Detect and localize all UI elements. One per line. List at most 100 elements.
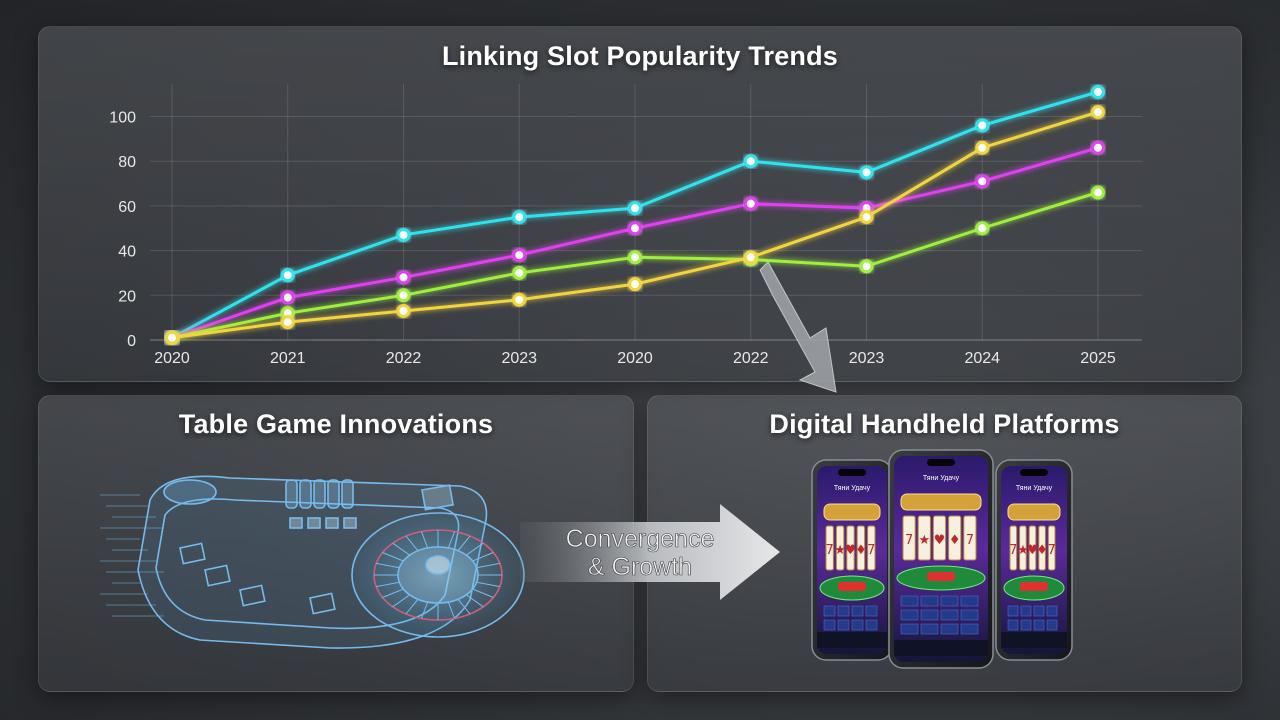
roulette-divider (476, 581, 500, 588)
x-tick-label: 2022 (733, 350, 769, 367)
reel-symbol: 7 (867, 543, 875, 558)
reel-symbol: ♦ (949, 533, 961, 548)
bet-cell (1020, 605, 1032, 617)
roulette-divider (376, 562, 400, 569)
data-point (859, 165, 874, 180)
betting-box (179, 542, 206, 565)
roulette-divider (420, 601, 429, 619)
phone-center: Тяни Удачу 7 ★ ♥ ♦ 7 (888, 449, 994, 669)
chip-stack (341, 479, 354, 509)
data-point (512, 248, 527, 263)
data-point (628, 250, 642, 265)
reel-symbol: ★ (918, 533, 930, 548)
data-point (1091, 185, 1105, 200)
phone-notch (838, 469, 866, 476)
bet-cell (837, 619, 850, 631)
chip-stack (313, 479, 326, 509)
spin-button (927, 572, 955, 581)
slot-reel (902, 515, 916, 561)
bet-cell (1046, 619, 1058, 631)
data-point (628, 201, 642, 216)
reel-symbol: ★ (834, 543, 846, 558)
card-slot (289, 517, 303, 529)
y-tick-label: 20 (118, 288, 136, 305)
bet-cell (940, 609, 959, 621)
spin-button (838, 582, 866, 591)
y-tick-label: 60 (118, 199, 136, 216)
convergence-label-line2: & Growth (588, 553, 692, 581)
screen-caption: Тяни Удачу (923, 475, 960, 482)
roulette-divider (457, 535, 471, 552)
bet-cell (940, 595, 959, 607)
data-point (396, 288, 411, 303)
table-game-title: Table Game Innovations (178, 409, 494, 439)
slot-reel (825, 525, 834, 571)
roulette-divider (392, 542, 411, 556)
reel-symbol: ★ (1017, 543, 1029, 558)
x-tick-label: 2023 (501, 350, 537, 367)
chart-title: Linking Slot Popularity Trends (441, 41, 839, 71)
chip-stack (327, 479, 340, 509)
data-point (975, 118, 990, 133)
data-point (1091, 84, 1105, 99)
reel-symbol: ♦ (855, 543, 867, 558)
x-tick-label: 2020 (154, 350, 190, 367)
bet-cell (900, 595, 919, 607)
phone-notch (1020, 469, 1048, 476)
roulette-divider (476, 562, 500, 569)
chip-stack (299, 479, 312, 509)
x-tick-label: 2022 (386, 350, 422, 367)
roulette-divider (420, 531, 429, 549)
phone-tab-bar (1001, 632, 1067, 648)
slot-reel (856, 525, 866, 571)
reel-symbol: 7 (826, 543, 834, 558)
convergence-label-line1: Convergence (566, 525, 715, 553)
data-point (1091, 105, 1105, 120)
data-point (1091, 140, 1105, 155)
data-point (859, 210, 874, 225)
bet-cell (900, 623, 919, 635)
data-point (859, 259, 874, 274)
bet-cell (851, 605, 864, 617)
data-point (280, 290, 295, 305)
x-tick-label: 2020 (617, 350, 653, 367)
bet-cell (1007, 619, 1019, 631)
data-point (396, 227, 411, 242)
roulette-divider (465, 542, 484, 556)
chip-stack (285, 479, 298, 509)
bet-cell (940, 623, 959, 635)
chip-tray (163, 479, 217, 505)
bet-cell (1007, 605, 1019, 617)
reel-symbol: 7 (1048, 543, 1056, 558)
betting-box (204, 564, 231, 587)
data-point (280, 315, 295, 330)
slot-reel (1047, 525, 1056, 571)
slot-reel (917, 515, 931, 561)
phone-tab-bar (894, 640, 988, 656)
data-point (975, 174, 990, 189)
bet-cell (920, 623, 939, 635)
bet-cell (837, 605, 850, 617)
x-tick-label: 2024 (964, 350, 1000, 367)
reel-symbol: 7 (1009, 543, 1017, 558)
slot-game-logo (823, 503, 881, 521)
slot-game-logo (1007, 503, 1061, 521)
data-point (975, 221, 990, 236)
reel-symbol: 7 (905, 533, 913, 548)
x-tick-label: 2023 (849, 350, 885, 367)
roulette-divider (447, 601, 456, 619)
bet-cell (960, 623, 979, 635)
bet-cell (1033, 605, 1045, 617)
phone-notch (927, 459, 955, 466)
y-tick-label: 100 (109, 110, 136, 127)
x-tick-label: 2025 (1080, 350, 1116, 367)
bet-cell (851, 619, 864, 631)
data-point (628, 221, 642, 236)
slot-reel (1038, 525, 1046, 571)
slot-reel (948, 515, 962, 561)
roulette-divider (376, 581, 400, 588)
slot-reel (835, 525, 845, 571)
